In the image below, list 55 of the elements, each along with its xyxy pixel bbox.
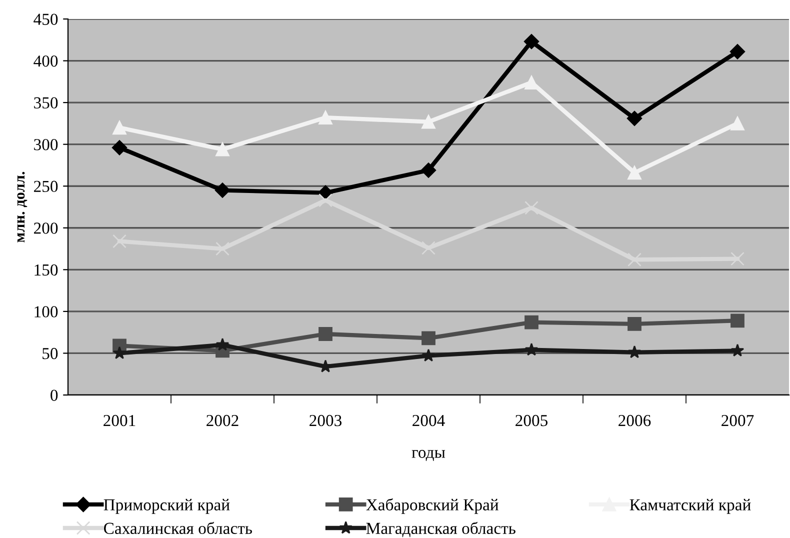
x-tick-label: 2002	[206, 414, 238, 426]
y-tick-label: 350	[34, 97, 58, 108]
y-tick-label: 450	[34, 14, 58, 25]
y-tick-label: 150	[34, 264, 58, 276]
x-axis-title: годы	[412, 450, 446, 462]
point	[216, 338, 230, 351]
legend-label: Приморский край	[104, 498, 230, 514]
point	[214, 182, 230, 198]
point	[730, 314, 744, 328]
point	[112, 234, 126, 248]
point	[730, 252, 744, 266]
x-tick-label: 2007	[722, 414, 754, 426]
point	[112, 120, 126, 135]
point	[420, 162, 436, 178]
y-tick-label: 300	[34, 139, 58, 150]
point	[730, 44, 746, 60]
x-tick-label: 2003	[310, 414, 342, 426]
point	[422, 331, 436, 346]
y-tick-label: 50	[42, 348, 58, 360]
point	[216, 142, 230, 156]
y-axis-title: млн. долл.	[17, 172, 28, 242]
x-tick-label: 2004	[412, 414, 445, 426]
point	[422, 114, 436, 129]
point	[318, 327, 332, 341]
y-tick-label: 250	[34, 180, 58, 192]
y-tick-label: 400	[34, 55, 58, 67]
point	[524, 200, 538, 215]
point	[318, 193, 332, 208]
point	[422, 348, 436, 362]
point	[730, 344, 744, 356]
point	[628, 166, 642, 180]
point	[216, 242, 230, 256]
legend-label: Магаданская область	[366, 522, 516, 538]
point	[524, 342, 538, 356]
legend-label: Сахалинская область	[104, 522, 252, 534]
x-tick-label: 2001	[104, 414, 136, 426]
point	[626, 110, 642, 126]
point	[730, 116, 744, 130]
point	[524, 34, 540, 50]
legend-label: Хабаровский Край	[366, 498, 498, 514]
point	[628, 252, 642, 267]
point	[524, 76, 538, 90]
y-tick-label: 0	[50, 390, 58, 401]
point	[628, 317, 642, 331]
point	[112, 140, 128, 156]
y-tick-label: 100	[34, 306, 58, 318]
legend-label: Камчатский край	[630, 498, 751, 514]
point	[524, 315, 538, 330]
x-tick-label: 2006	[618, 414, 651, 426]
x-tick-label: 2005	[516, 414, 548, 426]
point	[318, 110, 332, 125]
y-tick-label: 200	[34, 222, 58, 234]
point	[628, 345, 642, 358]
point	[422, 240, 436, 255]
point	[112, 346, 126, 359]
